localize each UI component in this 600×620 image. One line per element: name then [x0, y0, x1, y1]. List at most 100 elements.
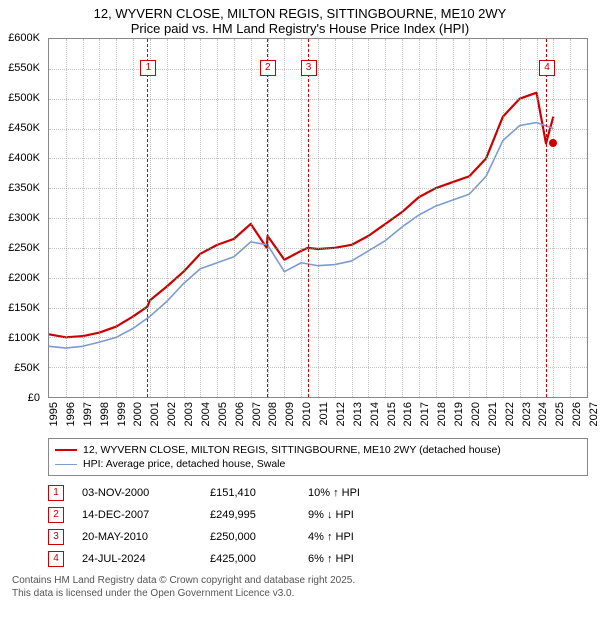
- chart-title: 12, WYVERN CLOSE, MILTON REGIS, SITTINGB…: [0, 0, 600, 38]
- x-tick-label: 2008: [267, 402, 279, 426]
- x-tick-label: 1995: [48, 402, 60, 426]
- event-price: £151,410: [210, 487, 290, 499]
- gridline-v: [419, 39, 420, 397]
- event-number-box: 4: [48, 551, 64, 567]
- event-price: £249,995: [210, 509, 290, 521]
- event-price: £425,000: [210, 553, 290, 565]
- footer-note: Contains HM Land Registry data © Crown c…: [12, 574, 588, 600]
- x-tick-label: 2001: [149, 402, 161, 426]
- x-tick-label: 2018: [436, 402, 448, 426]
- x-tick-label: 2005: [217, 402, 229, 426]
- y-tick-label: £450K: [8, 122, 40, 134]
- legend: 12, WYVERN CLOSE, MILTON REGIS, SITTINGB…: [48, 438, 588, 476]
- y-tick-label: £250K: [8, 242, 40, 254]
- gridline-v: [436, 39, 437, 397]
- title-line-1: 12, WYVERN CLOSE, MILTON REGIS, SITTINGB…: [10, 6, 590, 21]
- event-hpi: 6% ↑ HPI: [308, 553, 398, 565]
- y-tick-label: £200K: [8, 272, 40, 284]
- x-tick-label: 2017: [419, 402, 431, 426]
- gridline-v: [66, 39, 67, 397]
- event-date: 20-MAY-2010: [82, 531, 192, 543]
- gridline-v: [537, 39, 538, 397]
- x-tick-label: 2003: [183, 402, 195, 426]
- x-axis: 1995199619971998199920002001200220032004…: [48, 398, 588, 430]
- x-tick-label: 2009: [284, 402, 296, 426]
- y-tick-label: £150K: [8, 302, 40, 314]
- y-tick-label: £350K: [8, 182, 40, 194]
- event-marker-box: 3: [301, 60, 317, 76]
- y-axis: £0£50K£100K£150K£200K£250K£300K£350K£400…: [0, 38, 44, 398]
- event-row: 424-JUL-2024£425,0006% ↑ HPI: [48, 548, 588, 570]
- gridline-v: [453, 39, 454, 397]
- event-hpi: 4% ↑ HPI: [308, 531, 398, 543]
- event-row: 103-NOV-2000£151,41010% ↑ HPI: [48, 482, 588, 504]
- event-marker-box: 1: [140, 60, 156, 76]
- x-tick-label: 2022: [504, 402, 516, 426]
- gridline-v: [167, 39, 168, 397]
- plot-area: 1 2 3 4: [48, 38, 588, 398]
- event-number-box: 1: [48, 485, 64, 501]
- x-tick-label: 2015: [386, 402, 398, 426]
- gridline-v: [469, 39, 470, 397]
- event-price: £250,000: [210, 531, 290, 543]
- gridline-v: [486, 39, 487, 397]
- gridline-v: [335, 39, 336, 397]
- x-tick-label: 1999: [116, 402, 128, 426]
- x-tick-label: 2019: [453, 402, 465, 426]
- chart-container: 12, WYVERN CLOSE, MILTON REGIS, SITTINGB…: [0, 0, 600, 600]
- event-date: 14-DEC-2007: [82, 509, 192, 521]
- gridline-v: [570, 39, 571, 397]
- event-hpi: 10% ↑ HPI: [308, 487, 398, 499]
- gridline-v: [217, 39, 218, 397]
- y-tick-label: £300K: [8, 212, 40, 224]
- event-row: 2 14-DEC-2007 £249,995 9% ↓ HPI: [48, 504, 588, 526]
- x-tick-label: 2011: [318, 402, 330, 426]
- gridline-v: [251, 39, 252, 397]
- legend-label: 12, WYVERN CLOSE, MILTON REGIS, SITTINGB…: [83, 444, 501, 456]
- y-tick-label: £600K: [8, 32, 40, 44]
- x-tick-label: 2020: [470, 402, 482, 426]
- y-tick-label: £550K: [8, 62, 40, 74]
- x-tick-label: 2010: [301, 402, 313, 426]
- y-tick-label: £500K: [8, 92, 40, 104]
- events-table: 103-NOV-2000£151,41010% ↑ HPI214-DEC-200…: [48, 482, 588, 570]
- gridline-v: [553, 39, 554, 397]
- event-marker-box: 4: [539, 60, 555, 76]
- gridline-v: [184, 39, 185, 397]
- x-tick-label: 2012: [335, 402, 347, 426]
- gridline-v: [200, 39, 201, 397]
- x-tick-label: 2013: [352, 402, 364, 426]
- x-tick-label: 2000: [132, 402, 144, 426]
- event-number-box: 3: [48, 529, 64, 545]
- gridline-v: [99, 39, 100, 397]
- y-tick-label: £400K: [8, 152, 40, 164]
- legend-label: HPI: Average price, detached house, Swal…: [83, 458, 285, 470]
- gridline-v: [234, 39, 235, 397]
- gridline-v: [402, 39, 403, 397]
- x-tick-label: 2002: [166, 402, 178, 426]
- gridline-v: [368, 39, 369, 397]
- x-tick-label: 2025: [554, 402, 566, 426]
- event-marker-line: [147, 39, 148, 397]
- event-number-box: 2: [48, 507, 64, 523]
- footer-line-1: Contains HM Land Registry data © Crown c…: [12, 574, 588, 587]
- event-hpi: 9% ↓ HPI: [308, 509, 398, 521]
- event-marker-line: [546, 39, 547, 397]
- event-marker-box: 2: [260, 60, 276, 76]
- x-tick-label: 2014: [369, 402, 381, 426]
- gridline-v: [116, 39, 117, 397]
- event-marker-line: [267, 39, 268, 397]
- y-tick-label: £0: [28, 392, 40, 404]
- plot-area-wrap: £0£50K£100K£150K£200K£250K£300K£350K£400…: [48, 38, 588, 398]
- event-row: 3 20-MAY-2010 £250,000 4% ↑ HPI: [48, 526, 588, 548]
- x-tick-label: 1996: [65, 402, 77, 426]
- x-tick-label: 2007: [251, 402, 263, 426]
- x-tick-label: 2024: [537, 402, 549, 426]
- x-tick-label: 2016: [402, 402, 414, 426]
- gridline-v: [520, 39, 521, 397]
- footer-line-2: This data is licensed under the Open Gov…: [12, 587, 588, 600]
- x-tick-label: 1998: [99, 402, 111, 426]
- x-tick-label: 2006: [234, 402, 246, 426]
- gridline-v: [385, 39, 386, 397]
- gridline-v: [301, 39, 302, 397]
